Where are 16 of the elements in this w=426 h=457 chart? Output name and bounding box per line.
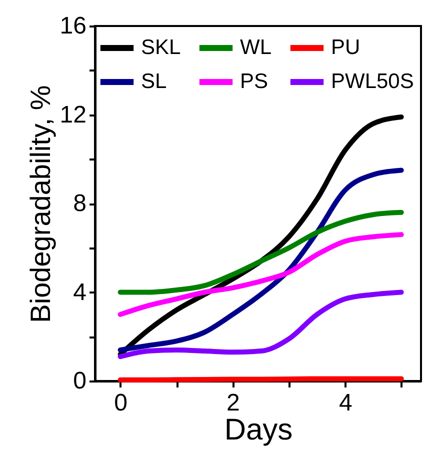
x-tick-label: 0 [114, 390, 128, 416]
legend-label: SL [141, 70, 167, 93]
y-axis-title: Biodegradability, % [24, 85, 56, 323]
legend-label: PS [240, 70, 268, 93]
y-tick-label: 12 [60, 101, 86, 128]
x-tick-label: 2 [226, 390, 240, 416]
y-tick-label: 4 [73, 278, 86, 306]
x-tick-label: 4 [338, 390, 352, 416]
y-tick-label: 16 [60, 12, 86, 40]
legend-label: PU [331, 36, 360, 59]
y-tick-label: 8 [73, 190, 86, 217]
x-axis-title: Days [224, 414, 293, 446]
y-tick-label: 0 [73, 368, 86, 394]
legend-label: SKL [141, 36, 181, 59]
legend-label: PWL50S [331, 70, 414, 93]
legend-label: WL [240, 36, 272, 59]
